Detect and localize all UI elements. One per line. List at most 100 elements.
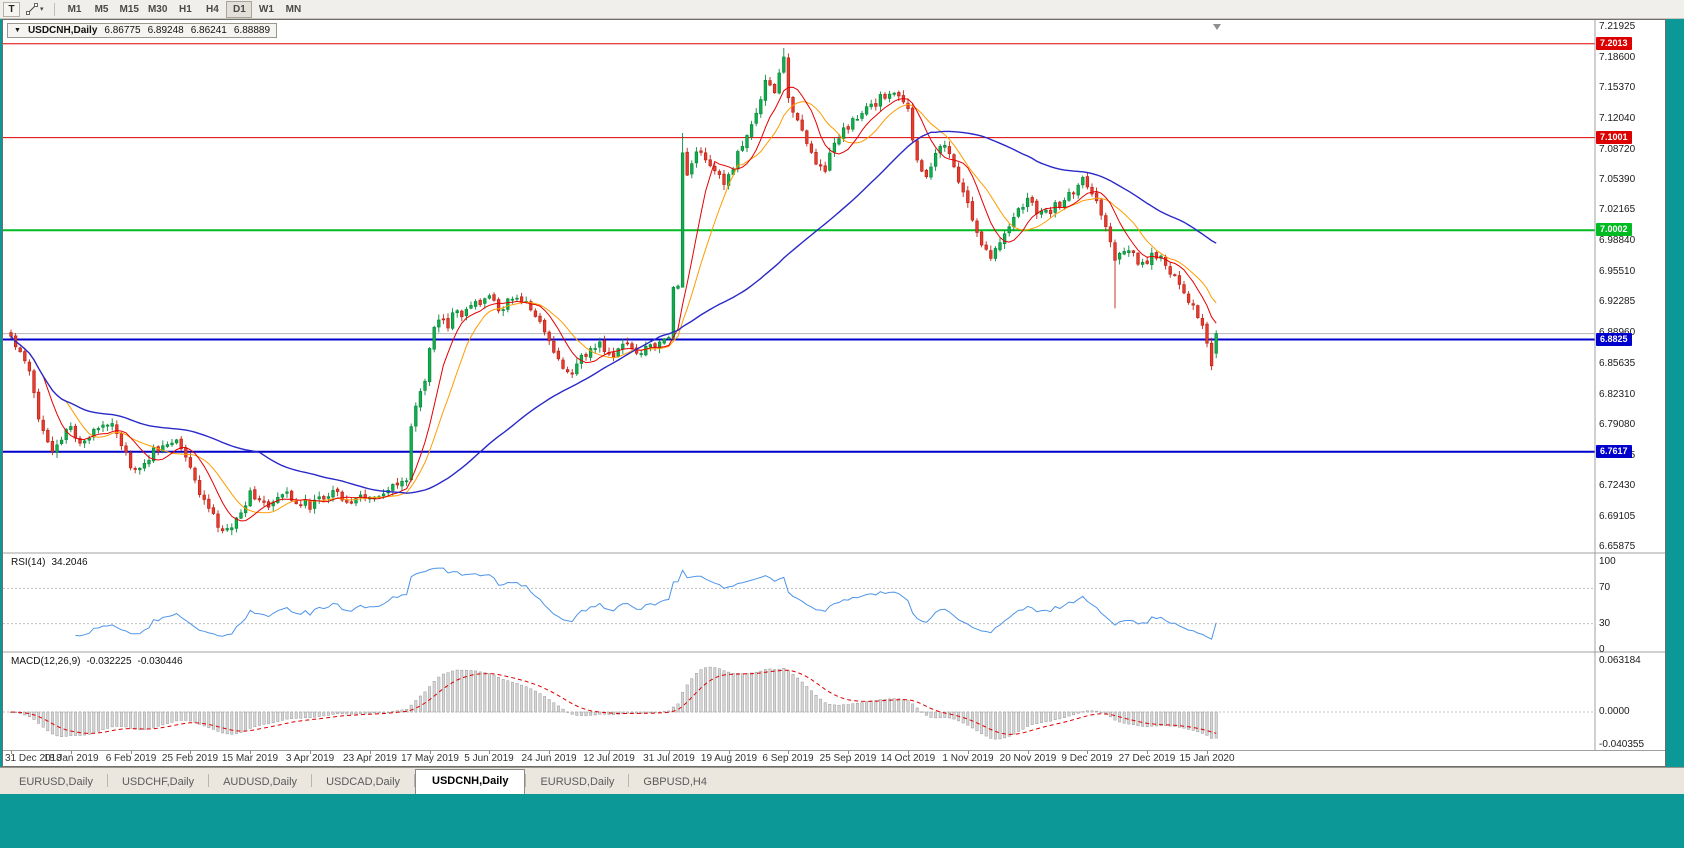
macd-axis-label: -0.040355 bbox=[1599, 739, 1645, 750]
date-axis-label: 1 Nov 2019 bbox=[942, 753, 994, 764]
date-axis-tick bbox=[788, 751, 789, 754]
date-axis-label: 5 Jun 2019 bbox=[464, 753, 514, 764]
price-axis-label: 7.08720 bbox=[1599, 144, 1636, 155]
date-axis-tick bbox=[848, 751, 849, 754]
tab-usdcnh-daily[interactable]: USDCNH,Daily bbox=[415, 769, 526, 794]
timeframe-button-mn[interactable]: MN bbox=[285, 3, 302, 15]
chart-tab-bar: EURUSD,Daily USDCHF,Daily AUDUSD,Daily USDC… bbox=[0, 767, 1684, 794]
timeframe-button-h4[interactable]: H4 bbox=[206, 3, 219, 15]
rsi-axis-label: 30 bbox=[1599, 618, 1611, 629]
date-axis-tick bbox=[1207, 751, 1208, 754]
tab-audusd-daily[interactable]: AUDUSD,Daily bbox=[223, 776, 298, 788]
price-axis-label: 6.88960 bbox=[1599, 327, 1635, 339]
toolbar-separator bbox=[53, 2, 55, 16]
price-axis-label: 6.65875 bbox=[1599, 541, 1636, 552]
chart-toolbar: T ▾ M1 M5 M15 M30 H1 H4 D1 W1 MN bbox=[0, 0, 1684, 19]
tab-usdcad-daily[interactable]: USDCAD,Daily bbox=[326, 776, 401, 788]
price-axis-label: 6.98840 bbox=[1599, 235, 1636, 246]
price-axis-label: 7.21925 bbox=[1599, 21, 1636, 32]
tab-eurusd-daily[interactable]: EURUSD,Daily bbox=[19, 776, 93, 788]
date-axis-tick bbox=[250, 751, 251, 754]
timeframe-button-m5[interactable]: M5 bbox=[94, 3, 109, 15]
price-level-badge: 6.7617 bbox=[1596, 445, 1632, 458]
date-axis-label: 25 Feb 2019 bbox=[161, 753, 219, 764]
date-axis-tick bbox=[489, 751, 490, 754]
timeframe-button-w1[interactable]: W1 bbox=[258, 3, 274, 15]
trendline-icon bbox=[26, 3, 38, 15]
low-value: 6.86241 bbox=[190, 25, 227, 36]
timeframe-button-h1[interactable]: H1 bbox=[179, 3, 192, 15]
tab-separator bbox=[106, 774, 108, 787]
date-axis-label: 24 Jun 2019 bbox=[521, 753, 577, 764]
dropdown-arrow-icon: ▾ bbox=[40, 6, 44, 13]
timeframe-button-group: M1 M5 M15 M30 H1 H4 D1 W1 MN bbox=[62, 0, 307, 18]
rsi-indicator-label: RSI(14) 34.2046 bbox=[11, 557, 88, 568]
macd-main-value: -0.032225 bbox=[86, 656, 132, 667]
date-axis-label: 12 Jul 2019 bbox=[583, 753, 635, 764]
macd-axis-label: 0.0000 bbox=[1599, 706, 1630, 717]
date-axis-tick bbox=[549, 751, 550, 754]
date-axis-label: 6 Feb 2019 bbox=[105, 753, 157, 764]
price-axis-label: 7.18600 bbox=[1599, 52, 1636, 63]
tab-separator bbox=[311, 774, 313, 787]
date-axis-label: 18 Jan 2019 bbox=[43, 753, 99, 764]
rsi-axis-label: 100 bbox=[1599, 556, 1616, 567]
text-tool-button[interactable]: T bbox=[3, 1, 20, 17]
price-level-badge: 7.2013 bbox=[1596, 37, 1632, 50]
chart-menu-arrow-icon[interactable]: ▼ bbox=[14, 27, 21, 34]
date-axis-label: 6 Sep 2019 bbox=[762, 753, 814, 764]
chart-ohlc-values: 6.86775 6.89248 6.86241 6.88889 bbox=[104, 25, 270, 36]
price-axis-label: 6.82310 bbox=[1599, 389, 1636, 400]
chart-title: ▼ USDCNH,Daily 6.86775 6.89248 6.86241 6… bbox=[7, 23, 278, 38]
chart-window: ▼ USDCNH,Daily 6.86775 6.89248 6.86241 6… bbox=[2, 19, 1666, 767]
date-axis-label: 27 Dec 2019 bbox=[1118, 753, 1176, 764]
date-axis-tick bbox=[131, 751, 132, 754]
date-axis-tick bbox=[310, 751, 311, 754]
date-axis-label: 14 Oct 2019 bbox=[880, 753, 936, 764]
macd-signal-value: -0.030446 bbox=[137, 656, 183, 667]
drawing-tool-button[interactable]: ▾ bbox=[22, 2, 47, 17]
tab-eurusd-daily[interactable]: EURUSD,Daily bbox=[540, 776, 615, 788]
chart-canvas[interactable] bbox=[3, 20, 1665, 750]
tab-separator bbox=[208, 774, 210, 787]
macd-name: MACD(12,26,9) bbox=[11, 656, 81, 667]
rsi-axis-label: 0 bbox=[1599, 644, 1605, 655]
price-axis-label: 6.95510 bbox=[1599, 266, 1636, 277]
price-axis-label: 7.05390 bbox=[1599, 174, 1636, 185]
tab-separator bbox=[414, 774, 416, 787]
date-axis-tick bbox=[1147, 751, 1148, 754]
date-axis-label: 31 Dec 2018 bbox=[5, 753, 62, 764]
close-value: 6.88889 bbox=[233, 25, 271, 36]
price-axis-label: 6.92285 bbox=[1599, 296, 1636, 307]
date-axis-tick bbox=[190, 751, 191, 754]
date-axis-tick bbox=[430, 751, 431, 754]
date-axis-label: 17 May 2019 bbox=[401, 753, 459, 764]
open-value: 6.86775 bbox=[104, 25, 141, 36]
date-axis-label: 20 Nov 2019 bbox=[999, 753, 1057, 764]
date-axis-label: 25 Sep 2019 bbox=[819, 753, 877, 764]
date-axis-tick bbox=[908, 751, 909, 754]
date-axis-label: 9 Dec 2019 bbox=[1061, 753, 1113, 764]
price-level-badge: 7.1001 bbox=[1596, 131, 1632, 144]
date-axis-tick bbox=[11, 751, 12, 754]
date-axis[interactable]: 31 Dec 2018 18 Jan 2019 6 Feb 2019 25 Feb 2… bbox=[3, 750, 1665, 765]
rsi-value: 34.2046 bbox=[51, 557, 88, 568]
timeframe-button-m30[interactable]: M30 bbox=[147, 3, 168, 15]
date-axis-tick bbox=[71, 751, 72, 754]
date-axis-label: 15 Jan 2020 bbox=[1179, 753, 1235, 764]
macd-indicator-label: MACD(12,26,9) -0.032225 -0.030446 bbox=[11, 656, 183, 667]
tab-usdchf-daily[interactable]: USDCHF,Daily bbox=[121, 776, 195, 788]
macd-axis-label: 0.063184 bbox=[1599, 655, 1641, 666]
date-axis-tick bbox=[968, 751, 969, 754]
price-axis-label: 6.69105 bbox=[1599, 511, 1636, 522]
rsi-name: RSI(14) bbox=[11, 557, 46, 568]
date-axis-tick bbox=[609, 751, 610, 754]
chart-symbol-label: USDCNH,Daily bbox=[27, 25, 98, 36]
price-axis-label: 6.72430 bbox=[1599, 480, 1636, 491]
timeframe-button-d1[interactable]: D1 bbox=[226, 0, 253, 18]
timeframe-button-m1[interactable]: M1 bbox=[67, 3, 82, 15]
timeframe-button-m15[interactable]: M15 bbox=[119, 3, 139, 15]
tab-gbpusd-h4[interactable]: GBPUSD,H4 bbox=[643, 776, 707, 788]
chart-shift-marker[interactable] bbox=[1213, 24, 1221, 30]
